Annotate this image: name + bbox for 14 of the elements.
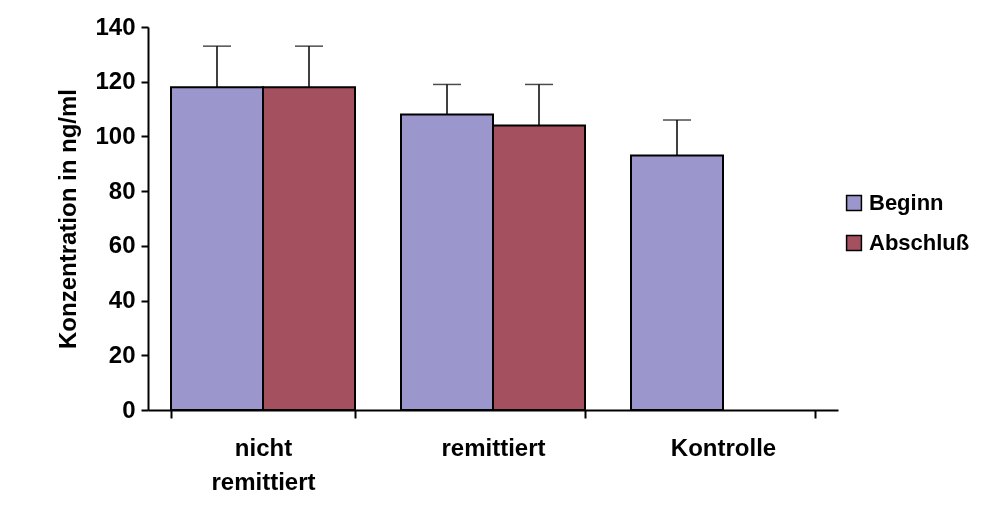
y-tick-label: 100	[95, 121, 136, 149]
x-tick-label: remittiert	[441, 433, 546, 461]
x-tick-label: Kontrolle	[670, 433, 777, 461]
y-tick-label: 80	[108, 176, 136, 204]
y-tick-label: 40	[108, 286, 136, 314]
x-tick-label: nicht remittiert	[211, 433, 316, 495]
y-tick-label: 0	[122, 395, 136, 423]
y-axis-title: Konzentration in ng/ml	[54, 89, 82, 349]
y-tick-label: 140	[95, 12, 136, 40]
legend-label: Beginn	[869, 190, 944, 215]
y-tick-label: 120	[95, 67, 136, 95]
y-tick-label: 20	[108, 340, 136, 368]
legend-label: Abschluß	[869, 230, 970, 255]
y-tick-label: 60	[108, 231, 136, 259]
